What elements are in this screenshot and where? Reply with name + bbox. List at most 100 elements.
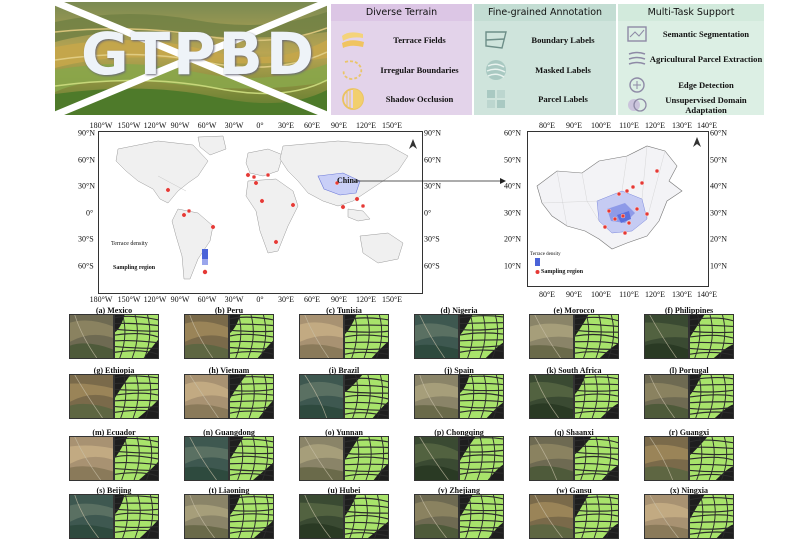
parcel-mask-image <box>689 314 734 359</box>
satellite-image <box>414 314 459 359</box>
sample-caption: (p) Chongqing <box>434 428 484 437</box>
sample-cell: (g) Ethiopia <box>58 365 170 427</box>
terrace-fields-icon <box>342 32 364 48</box>
china-density-legend: Terrace density <box>530 252 561 257</box>
sample-caption: (a) Mexico <box>95 306 133 315</box>
parcel-mask-image <box>459 314 504 359</box>
parcel-extraction-icon <box>628 51 646 65</box>
feature-row: Shadow Occlusion <box>331 85 472 113</box>
parcel-mask-image <box>689 374 734 419</box>
fine-grained-annotation-panel: Fine-grained Annotation Boundary Labels … <box>474 4 616 115</box>
semantic-segmentation-icon <box>627 26 647 42</box>
sample-cell: (q) Shaanxi <box>518 427 630 489</box>
sample-caption: (f) Philippines <box>664 306 714 315</box>
satellite-image <box>529 436 574 481</box>
sample-caption: (r) Guangxi <box>668 428 710 437</box>
sample-caption: (h) Vietnam <box>208 366 250 375</box>
china-density-legend-swatch <box>535 258 540 266</box>
sample-caption: (s) Beijing <box>96 486 132 495</box>
parcel-mask-image <box>229 314 274 359</box>
gtpbd-hero-image: GTPBD <box>55 2 327 115</box>
sample-cell: (l) Portugal <box>633 365 745 427</box>
europe <box>245 148 284 177</box>
australia <box>359 232 404 264</box>
china-sampling-legend: Sampling region <box>541 269 584 275</box>
satellite-image <box>184 494 229 539</box>
sample-cell: (m) Ecuador <box>58 427 170 489</box>
feature-row: Masked Labels <box>474 56 616 84</box>
sample-cell: (w) Gansu <box>518 485 630 547</box>
sample-cell: (h) Vietnam <box>173 365 285 427</box>
sample-caption: (g) Ethiopia <box>93 366 135 375</box>
china-map <box>527 131 709 287</box>
parcel-mask-image <box>114 436 159 481</box>
southeast-asia <box>347 208 371 222</box>
sample-caption: (d) Nigeria <box>440 306 478 315</box>
satellite-image <box>414 436 459 481</box>
parcel-mask-image <box>114 314 159 359</box>
sample-caption: (c) Tunisia <box>326 306 362 315</box>
sample-caption: (w) Gansu <box>556 486 592 495</box>
sample-cell: (d) Nigeria <box>403 305 515 367</box>
sample-caption: (l) Portugal <box>669 366 709 375</box>
edge-detection-icon <box>629 77 645 93</box>
world-map-left-lat-labels: 90°N 60°N 30°N 0° 30°S 60°S <box>78 128 95 271</box>
sample-cell: (n) Guangdong <box>173 427 285 489</box>
satellite-image <box>299 436 344 481</box>
world-sampling-markers <box>165 172 366 245</box>
sample-cell: (e) Morocco <box>518 305 630 367</box>
sample-caption: (v) Zhejiang <box>438 486 480 495</box>
satellite-image <box>529 374 574 419</box>
sample-cell: (o) Yunnan <box>288 427 400 489</box>
china-map-right-lat-labels: 60°N 50°N 40°N 30°N 20°N 10°N <box>710 128 727 271</box>
sample-caption: (i) Brazil <box>328 366 360 375</box>
shadow-occlusion-icon <box>342 88 364 110</box>
sample-cell: (x) Ningxia <box>633 485 745 547</box>
sample-cell: (s) Beijing <box>58 485 170 547</box>
sample-caption: (x) Ningxia <box>670 486 708 495</box>
north-arrow-icon <box>409 139 417 149</box>
parcel-mask-image <box>114 494 159 539</box>
africa <box>245 178 299 254</box>
boundary-labels-icon <box>485 31 507 49</box>
satellite-image <box>644 314 689 359</box>
satellite-image <box>644 494 689 539</box>
china-map-left-lat-labels: 60°N 50°N 40°N 30°N 20°N 10°N <box>504 128 521 271</box>
satellite-image <box>414 374 459 419</box>
parcel-mask-image <box>459 374 504 419</box>
satellite-image <box>184 374 229 419</box>
satellite-image <box>299 374 344 419</box>
sample-cell: (a) Mexico <box>58 305 170 367</box>
parcel-mask-image <box>574 494 619 539</box>
satellite-image <box>184 314 229 359</box>
sample-caption: (b) Peru <box>214 306 244 315</box>
parcel-mask-image <box>344 374 389 419</box>
multi-task-support-panel: Multi-Task Support Semantic Segmentation… <box>618 4 764 115</box>
masked-labels-icon <box>486 60 506 80</box>
world-map-right-lat-labels: 90°N 60°N 30°N 0° 30°S 60°S <box>424 128 441 271</box>
sample-cell: (j) Spain <box>403 365 515 427</box>
sample-cell: (b) Peru <box>173 305 285 367</box>
diverse-terrain-panel: Diverse Terrain Terrace Fields Irregular… <box>331 4 472 115</box>
panel-title: Diverse Terrain <box>331 4 472 21</box>
world-density-legend: Terrace density <box>111 241 148 247</box>
parcel-mask-image <box>344 436 389 481</box>
feature-row: Terrace Fields <box>331 26 472 54</box>
panel-title: Fine-grained Annotation <box>474 4 616 21</box>
feature-row: Semantic Segmentation <box>618 23 764 45</box>
sample-caption: (n) Guangdong <box>203 428 255 437</box>
sample-cell: (k) South Africa <box>518 365 630 427</box>
irregular-boundaries-icon <box>342 60 363 80</box>
parcel-mask-image <box>689 436 734 481</box>
parcel-mask-image <box>229 436 274 481</box>
sample-image-grid: (a) Mexico (b) Peru (c) Tunisia (d) Nigeria… <box>58 305 758 544</box>
sampling-legend-marker <box>202 269 208 275</box>
panel-title: Multi-Task Support <box>618 4 764 21</box>
world-map <box>98 131 423 294</box>
satellite-image <box>184 436 229 481</box>
sample-cell: (u) Hubei <box>288 485 400 547</box>
china-region <box>317 172 361 196</box>
parcel-mask-image <box>229 374 274 419</box>
sample-cell: (t) Liaoning <box>173 485 285 547</box>
parcel-mask-image <box>689 494 734 539</box>
